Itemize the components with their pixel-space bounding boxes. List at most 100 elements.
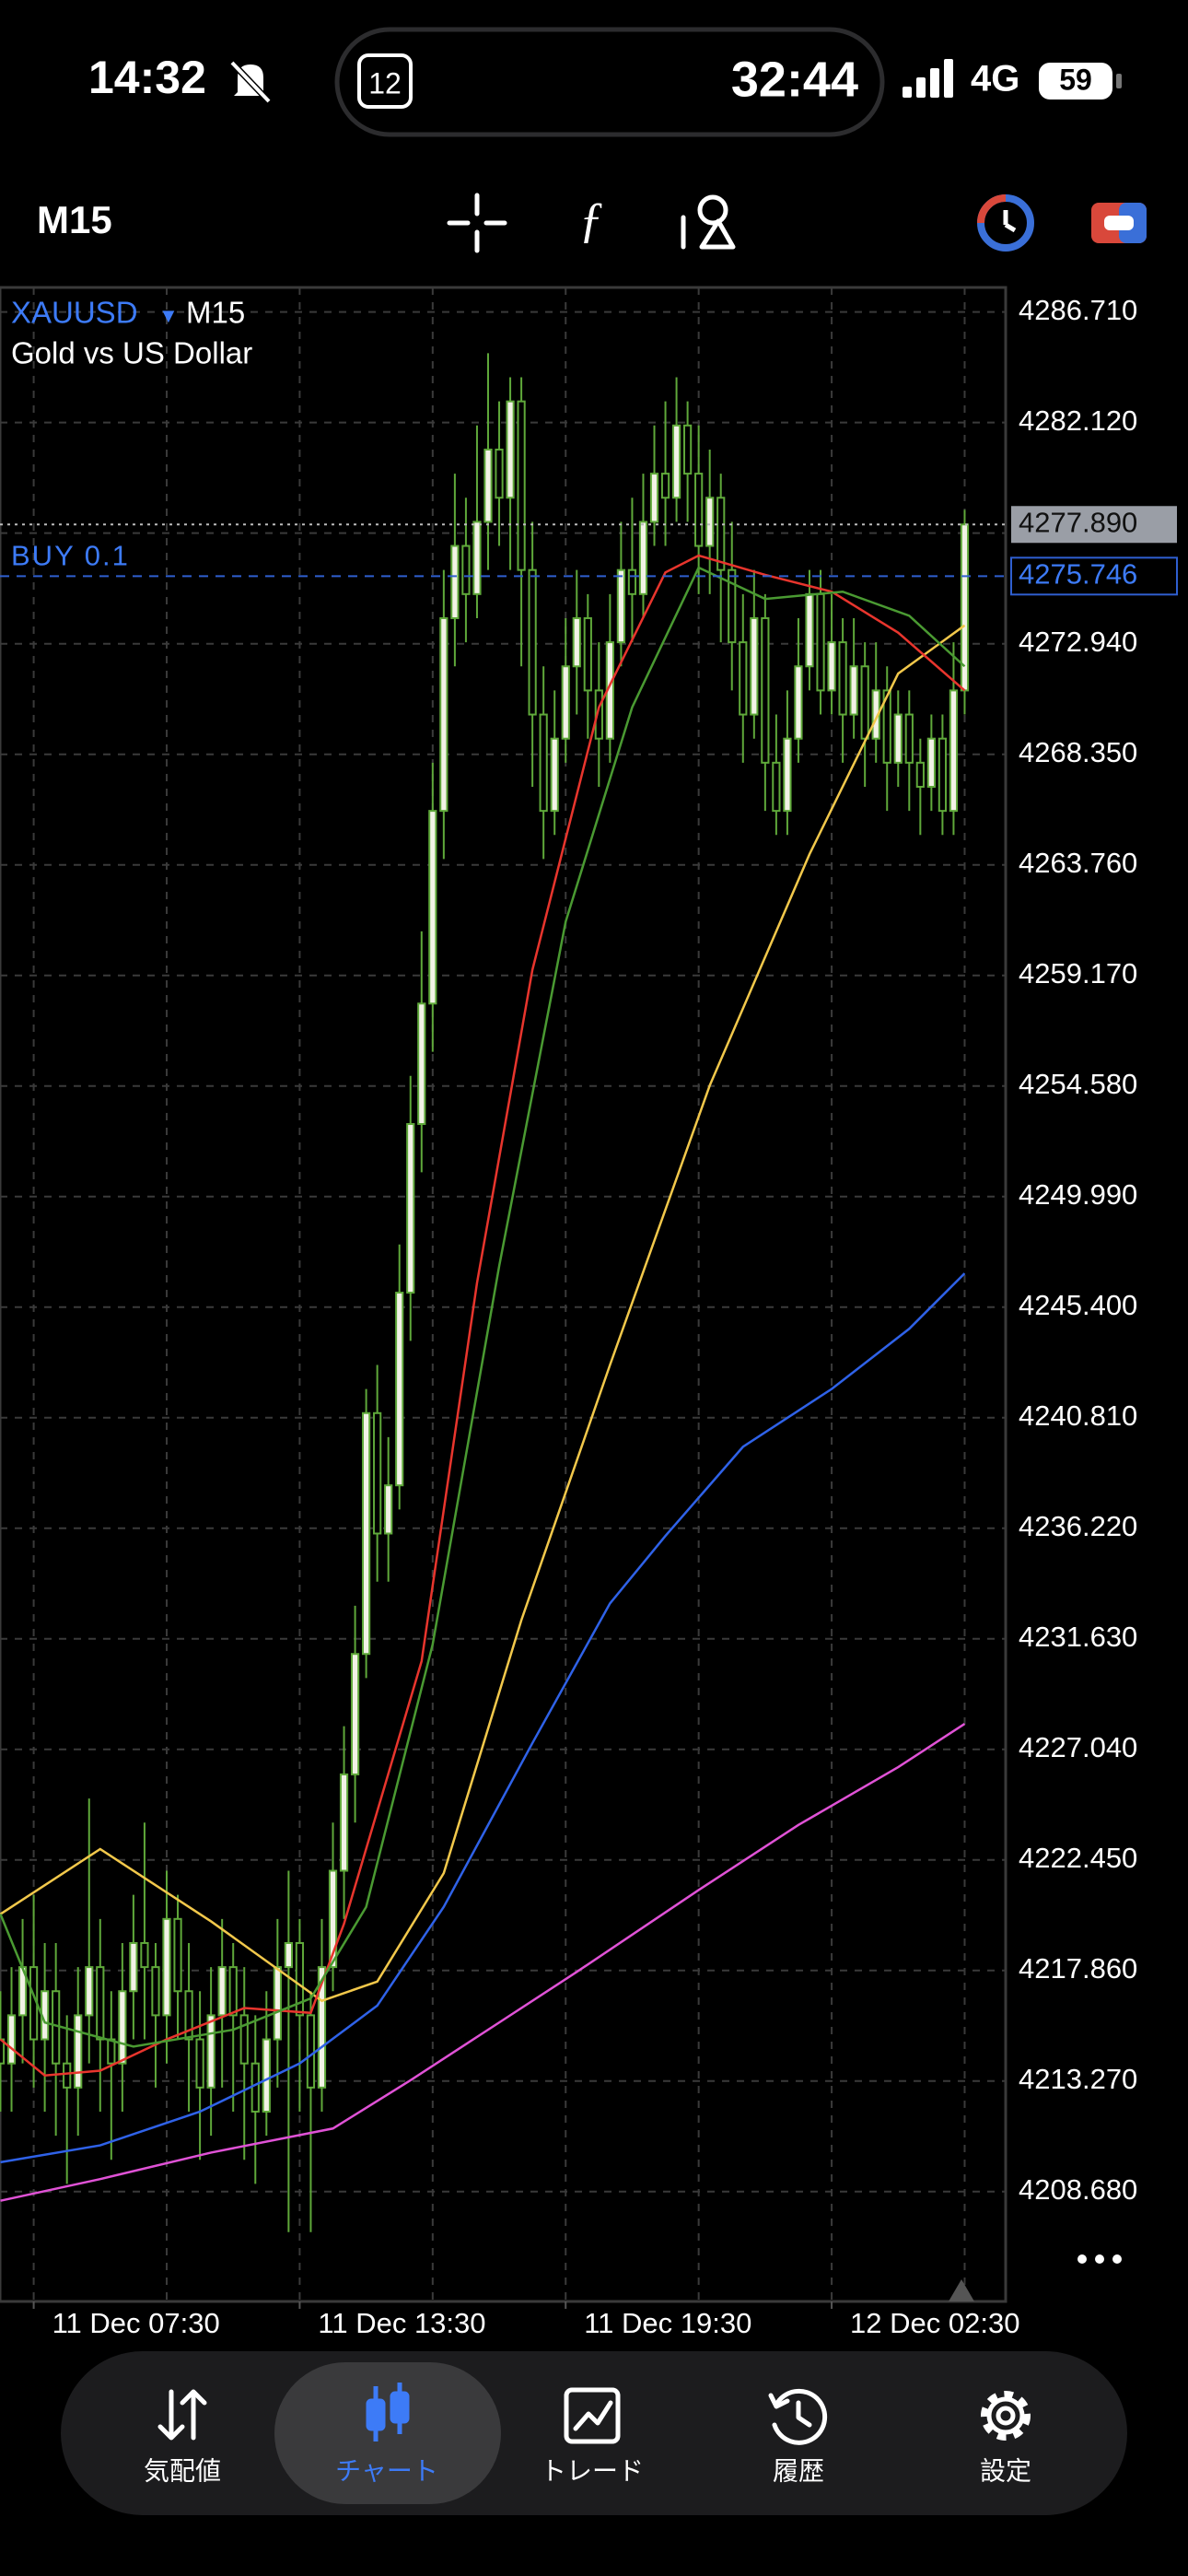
candle-body xyxy=(173,1917,182,1993)
candle-body xyxy=(694,473,704,547)
shift-marker[interactable] xyxy=(949,2279,974,2301)
y-tick-label: 4213.270 xyxy=(1019,2063,1137,2095)
y-tick-label: 4240.810 xyxy=(1019,1399,1137,1432)
battery-level: 59 xyxy=(1059,63,1092,96)
tab-label[interactable]: 履歴 xyxy=(773,2456,824,2485)
candle-body xyxy=(572,616,581,668)
candle-body xyxy=(384,1484,393,1535)
candle-body xyxy=(206,2014,215,2089)
candle-body xyxy=(517,400,526,571)
candle-body xyxy=(362,1411,371,1656)
y-tick-label: 4208.680 xyxy=(1019,2173,1137,2206)
tab-label[interactable]: トレード xyxy=(541,2456,644,2485)
candle-body xyxy=(250,2062,260,2113)
candle-body xyxy=(0,2038,6,2065)
candle-body xyxy=(406,1123,415,1294)
tab-label[interactable]: 気配値 xyxy=(144,2456,221,2485)
tab-labels: 気配値 チャート トレード 履歴 設定 xyxy=(144,2456,1031,2485)
candle-body xyxy=(816,592,825,692)
candle-body xyxy=(893,713,903,764)
candle-body xyxy=(827,641,836,692)
one-click-trading-icon[interactable] xyxy=(977,194,1034,252)
candle-body xyxy=(649,473,659,523)
objects-button[interactable] xyxy=(681,194,736,250)
candle-body xyxy=(794,665,803,740)
candle-body xyxy=(184,1990,193,2041)
trade-icon xyxy=(564,2387,621,2444)
candle-body xyxy=(328,1869,338,1969)
timer: 32:44 xyxy=(731,52,858,107)
candle-body xyxy=(339,1773,349,1872)
timeframe-button[interactable]: M15 xyxy=(37,198,112,241)
x-tick-label: 11 Dec 07:30 xyxy=(52,2307,220,2339)
y-tick-label: 4254.580 xyxy=(1019,1068,1137,1100)
y-tick-label: 4222.450 xyxy=(1019,1842,1137,1874)
candle-body xyxy=(705,497,715,547)
candle-body xyxy=(195,2038,204,2089)
candle-body xyxy=(74,2014,83,2089)
position-price-box xyxy=(1010,556,1178,596)
calendar-icon xyxy=(357,53,413,109)
tab-selected-background xyxy=(274,2362,501,2504)
candle-body xyxy=(539,713,548,813)
candle-body xyxy=(151,1966,160,2017)
bell-muted-icon xyxy=(229,60,272,104)
candle-body xyxy=(506,400,515,499)
candle-body xyxy=(660,473,670,499)
moving-average-line xyxy=(0,554,966,2078)
y-tick-label: 4259.170 xyxy=(1019,957,1137,989)
candle-body xyxy=(63,2062,72,2089)
candle-body xyxy=(528,568,537,716)
dynamic-island[interactable] xyxy=(334,27,885,137)
quotes-icon xyxy=(157,2389,207,2441)
candle-body xyxy=(716,497,726,571)
tab-label[interactable]: 設定 xyxy=(980,2456,1031,2485)
candle-body xyxy=(616,568,626,644)
battery-tip xyxy=(1116,74,1122,88)
candle-body xyxy=(805,592,814,668)
y-tick-label: 4263.760 xyxy=(1019,847,1137,879)
chart-timeframe: M15 xyxy=(186,296,245,330)
candle-body xyxy=(239,2014,249,2065)
candle-body xyxy=(417,1002,426,1126)
calendar-day: 12 xyxy=(368,66,402,100)
position-price: 4275.746 xyxy=(1019,558,1137,591)
tab-label[interactable]: チャート xyxy=(335,2456,438,2485)
more-button[interactable] xyxy=(1077,2254,1122,2264)
candle-body xyxy=(350,1653,360,1775)
candle-body xyxy=(262,2038,271,2113)
candle-body xyxy=(783,737,792,813)
candle-body xyxy=(561,665,570,740)
y-tick-label: 4272.940 xyxy=(1019,626,1137,658)
symbol[interactable]: XAUUSD xyxy=(11,296,138,330)
candle-body xyxy=(217,1966,227,2017)
candle-body xyxy=(284,1941,293,1969)
trade-panel-toggle[interactable] xyxy=(1091,203,1147,243)
candle-body xyxy=(926,737,936,788)
candle-body xyxy=(439,616,448,813)
plot-frame xyxy=(0,286,1007,2303)
candle-body xyxy=(583,616,592,692)
candle-body xyxy=(938,737,948,813)
candle-body xyxy=(140,1941,149,1969)
crosshair-button[interactable] xyxy=(447,193,507,253)
y-tick-label: 4227.040 xyxy=(1019,1731,1137,1763)
candle-body xyxy=(915,761,925,788)
candle-body xyxy=(273,1966,282,2041)
candle-body xyxy=(638,521,648,595)
candle-body xyxy=(882,689,891,764)
indicators-button[interactable]: ƒ xyxy=(579,192,604,247)
symbol-dropdown[interactable]: ▼ xyxy=(158,304,179,327)
plot-area xyxy=(0,287,1006,2309)
candle-body xyxy=(495,448,504,499)
candle-body xyxy=(728,568,737,644)
position-label[interactable]: BUY 0.1 xyxy=(11,540,130,572)
candle-body xyxy=(118,1990,127,2065)
y-tick-label: 4282.120 xyxy=(1019,404,1137,437)
candle-body xyxy=(683,424,693,475)
candle-body xyxy=(550,737,559,813)
candle-body xyxy=(373,1411,382,1535)
candle-body xyxy=(860,665,869,740)
